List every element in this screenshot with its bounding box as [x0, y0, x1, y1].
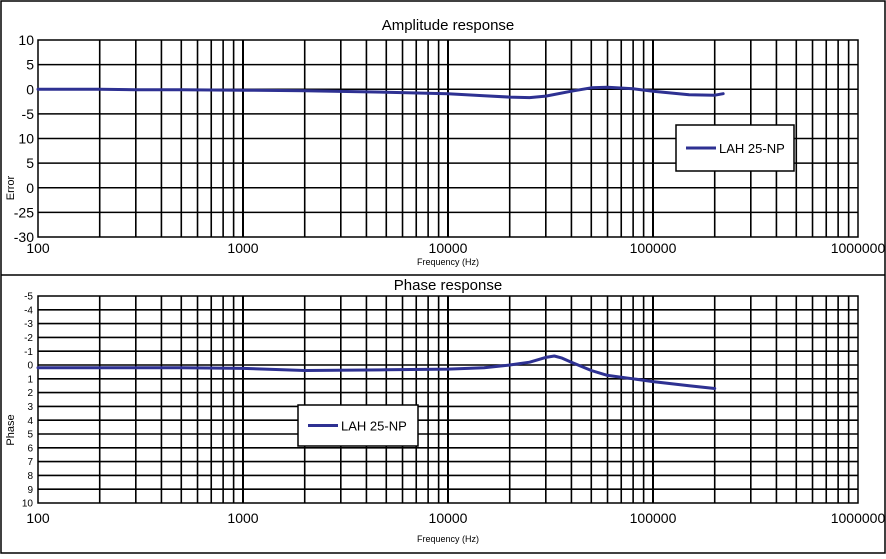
y-tick-label: 2 [27, 388, 33, 399]
y-tick-label: -5 [22, 106, 35, 122]
y-tick-label: 5 [26, 57, 34, 73]
y-axis-label: Error [5, 175, 17, 200]
x-tick-label: 100000 [630, 510, 677, 526]
series-line [36, 354, 717, 390]
y-tick-label: -30 [14, 229, 34, 245]
y-tick-label: 9 [27, 485, 33, 496]
x-axis-label: Frequency (Hz) [417, 257, 479, 267]
y-axis-label: Phase [5, 414, 17, 445]
legend-label: LAH 25-NP [719, 141, 785, 156]
x-tick-label: 10000 [429, 510, 468, 526]
y-tick-label: 10 [22, 499, 34, 510]
y-tick-label: -2 [24, 333, 33, 344]
series-line [36, 85, 725, 100]
y-tick-label: -3 [24, 319, 33, 330]
y-tick-label: -5 [24, 292, 33, 303]
x-tick-label: 1000 [227, 240, 258, 256]
y-tick-label: 0 [26, 180, 34, 196]
y-tick-label: 1 [27, 374, 33, 385]
y-tick-label: 0 [26, 81, 34, 97]
x-tick-label: 100 [26, 240, 50, 256]
y-tick-label: 8 [27, 471, 33, 482]
x-tick-label: 1000000 [831, 240, 886, 256]
legend: LAH 25-NP [675, 124, 795, 172]
y-tick-label: 5 [26, 155, 34, 171]
y-tick-label: -4 [24, 305, 33, 316]
y-tick-label: 3 [27, 402, 33, 413]
y-tick-label: 6 [27, 443, 33, 454]
x-tick-label: 100 [26, 510, 50, 526]
y-tick-label: 4 [27, 416, 33, 427]
chart-title: Phase response [394, 277, 502, 294]
y-tick-label: 7 [27, 457, 33, 468]
y-tick-label: 10 [18, 131, 34, 147]
chart-title: Amplitude response [382, 17, 515, 34]
y-tick-label: 5 [27, 430, 33, 441]
x-tick-label: 10000 [429, 240, 468, 256]
x-tick-label: 1000 [227, 510, 258, 526]
x-tick-label: 100000 [630, 240, 677, 256]
y-tick-label: -1 [24, 347, 33, 358]
y-tick-label: 10 [18, 32, 34, 48]
legend-label: LAH 25-NP [341, 419, 407, 434]
x-axis-label: Frequency (Hz) [417, 534, 479, 544]
y-tick-label: 0 [27, 361, 33, 372]
x-tick-label: 1000000 [831, 510, 886, 526]
legend: LAH 25-NP [297, 404, 419, 447]
y-tick-label: -25 [14, 204, 34, 220]
